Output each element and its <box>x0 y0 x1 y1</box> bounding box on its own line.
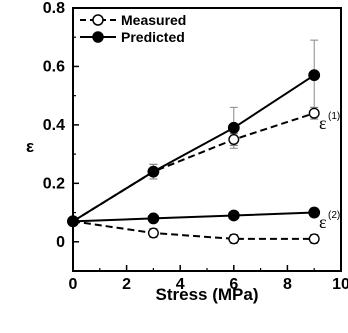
y-tick-label: 0.6 <box>43 58 65 75</box>
x-tick-label: 8 <box>283 276 292 293</box>
y-tick-label: 0.2 <box>43 175 65 192</box>
series-line-predicted-2 <box>72 74 315 223</box>
data-point-measured-3 <box>228 233 240 245</box>
legend-predicted-label: Predicted <box>121 29 185 45</box>
plot-frame <box>72 7 342 272</box>
data-point-predicted-2 <box>308 69 321 82</box>
data-point-predicted-4 <box>147 212 160 225</box>
legend-measured-label: Measured <box>121 12 186 28</box>
data-point-predicted-4 <box>67 215 79 228</box>
data-point-predicted-4 <box>227 209 240 222</box>
y-tick-label: 0 <box>56 234 65 251</box>
legend-predicted-marker <box>92 31 104 43</box>
legend: Measured Predicted <box>80 12 186 45</box>
x-tick-label: 4 <box>176 276 185 293</box>
y-tick-label: 0.8 <box>43 0 65 17</box>
series-layer <box>67 39 321 245</box>
annotation-eps-1-base: ε <box>319 113 327 133</box>
x-tick-label: 10 <box>332 276 348 293</box>
data-point-measured-3 <box>147 227 159 239</box>
x-tick-label: 2 <box>122 276 131 293</box>
y-tick-label: 0.4 <box>43 117 65 134</box>
legend-measured-marker <box>92 14 104 26</box>
annotation-eps-2: ε (2) <box>319 210 340 232</box>
series-line-measured-3 <box>72 220 315 240</box>
plot-area <box>72 7 342 272</box>
annotation-eps-1: ε (1) <box>319 111 340 133</box>
annotation-eps-2-sup: (2) <box>328 210 340 221</box>
series-line-predicted-4 <box>72 211 315 223</box>
y-axis-title: ε <box>26 137 34 156</box>
series-line-measured-1 <box>72 112 315 223</box>
data-point-predicted-2 <box>227 121 240 134</box>
x-axis-title: Stress (MPa) <box>156 285 259 304</box>
data-point-measured-3 <box>308 233 320 245</box>
data-point-measured-1 <box>228 133 240 145</box>
ticks-layer: 0 2 4 6 8 10 0 0.2 0.4 0.6 0.8 <box>43 0 348 293</box>
data-point-predicted-2 <box>147 165 160 178</box>
x-tick-label: 6 <box>229 276 238 293</box>
data-point-measured-1 <box>308 107 320 119</box>
annotation-eps-2-base: ε <box>319 212 327 232</box>
data-point-predicted-4 <box>308 206 321 219</box>
annotation-eps-1-sup: (1) <box>328 111 340 122</box>
x-tick-label: 0 <box>69 276 78 293</box>
